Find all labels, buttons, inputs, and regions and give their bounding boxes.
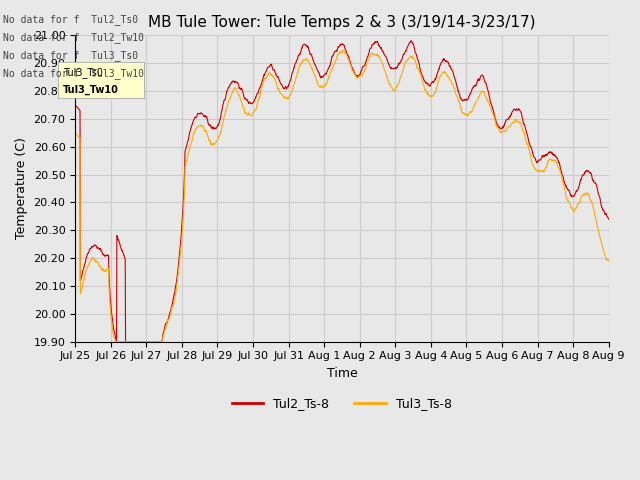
Y-axis label: Temperature (C): Temperature (C) — [15, 137, 28, 240]
Text: No data for f  Tul2_Tw10: No data for f Tul2_Tw10 — [3, 32, 144, 43]
X-axis label: Time: Time — [326, 367, 357, 380]
Text: Tul3_Tw10: Tul3_Tw10 — [63, 85, 118, 95]
Text: No data for f  Tul3_Ts0: No data for f Tul3_Ts0 — [3, 50, 138, 61]
Legend: Tul2_Ts-8, Tul3_Ts-8: Tul2_Ts-8, Tul3_Ts-8 — [227, 392, 457, 415]
Title: MB Tule Tower: Tule Temps 2 & 3 (3/19/14-3/23/17): MB Tule Tower: Tule Temps 2 & 3 (3/19/14… — [148, 15, 536, 30]
Text: Tul3_Ts0: Tul3_Ts0 — [63, 67, 102, 78]
Text: No data for f  Tul2_Ts0: No data for f Tul2_Ts0 — [3, 13, 138, 24]
Text: No data for f  Tul3_Tw10: No data for f Tul3_Tw10 — [3, 68, 144, 79]
